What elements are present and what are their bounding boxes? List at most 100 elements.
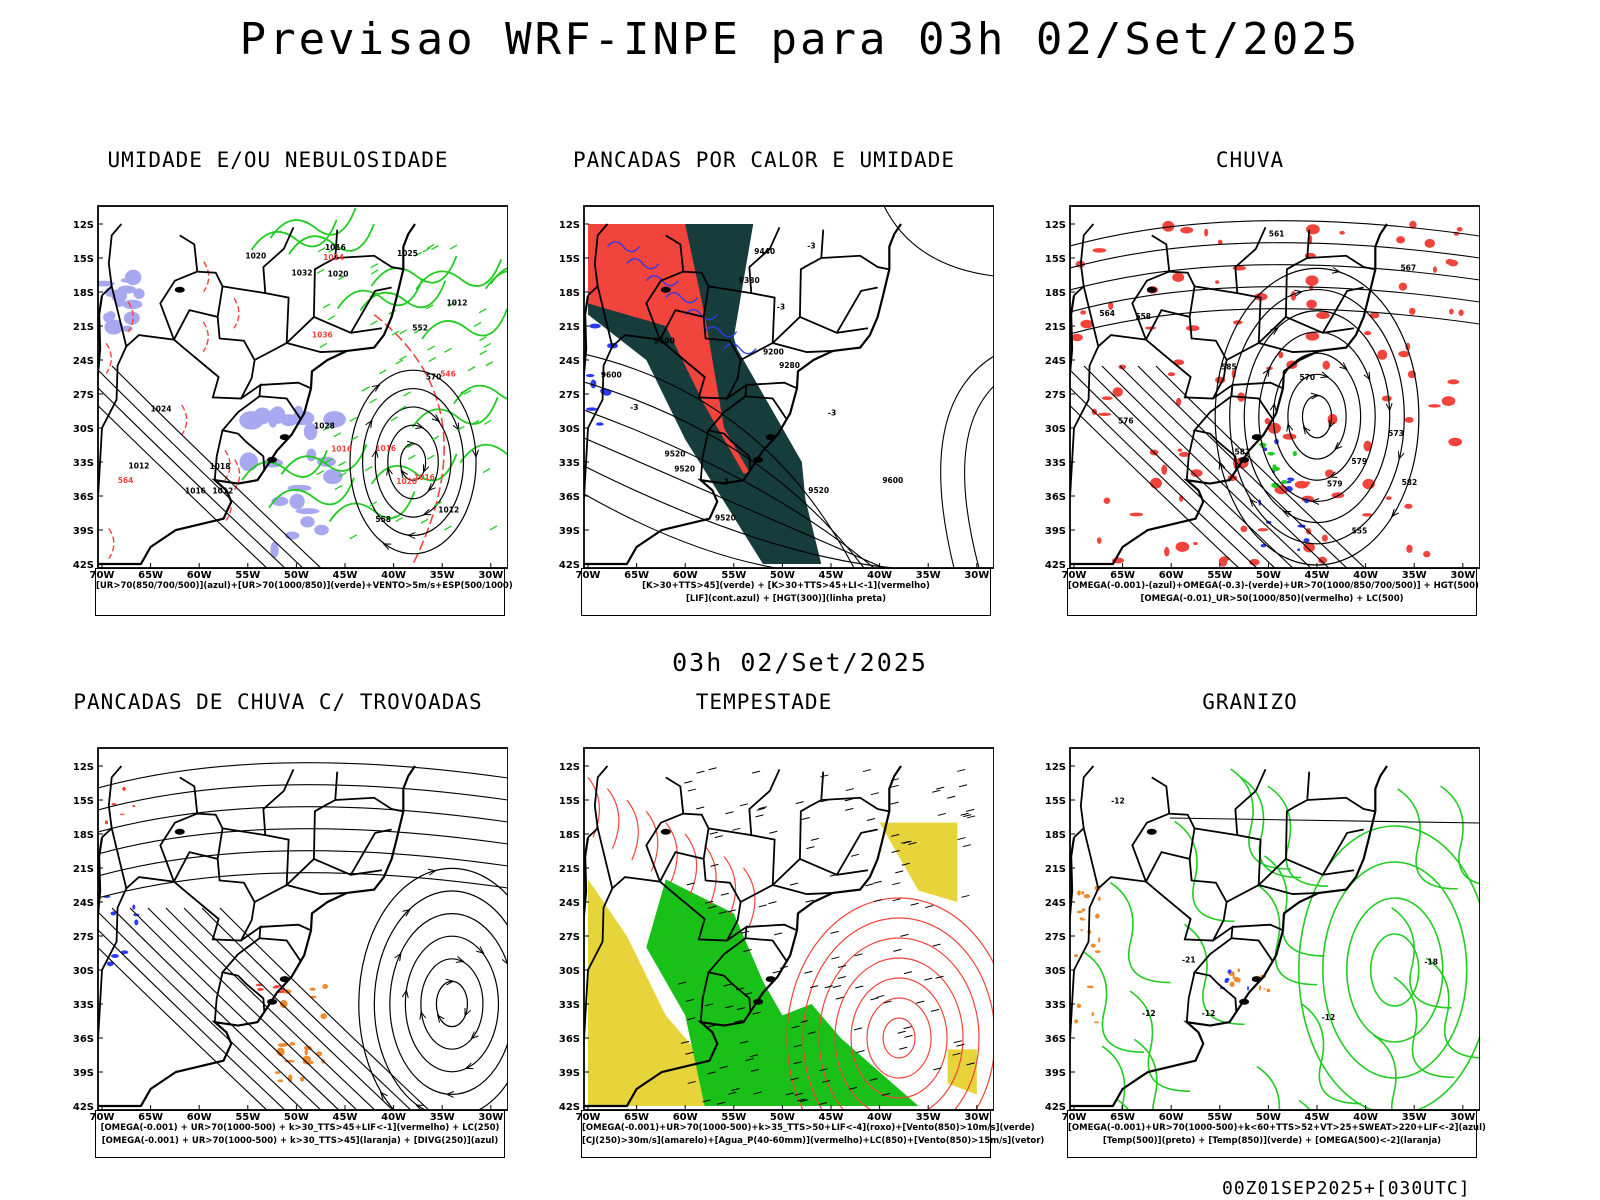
rain-area [1305,332,1320,341]
border-line [659,858,742,942]
wind-vector [835,996,844,1000]
legend-line: [UR>70(850/700/500)](azul)+[UR>70(1000/8… [96,581,513,591]
wind-vector [769,830,778,834]
wind-vector [704,1003,714,1007]
wind-vector [791,1025,800,1029]
wind-vector [876,994,885,998]
wind-vector [333,432,342,438]
rain-area [1404,416,1414,423]
border-line [1285,316,1355,334]
map-layers: -12 -12 -12 -21 -12 -18 [1070,765,1480,1110]
border-line [1073,765,1095,839]
wind-vector [960,812,969,816]
contour-label: 576 [1118,417,1134,426]
wind-vector [413,328,422,334]
wind-vector [758,904,767,908]
streamline-arrow [1294,289,1304,297]
wind-vector [821,1079,831,1083]
wind-vector [772,970,781,974]
wind-vector [820,774,829,778]
contour-label: 1016 [185,487,206,496]
wind-vector [685,1051,694,1055]
wind-vector [447,301,456,307]
wind-vector [685,998,694,1002]
rain-area [1164,546,1170,557]
lat-label: 33S [1045,1000,1066,1011]
wind-vector [390,416,399,422]
streamline-arrow [427,868,437,876]
divergence-area [132,904,136,910]
panel-title: TEMPESTADE [695,690,833,714]
wind-vector [957,768,966,772]
wind-vector [414,251,422,257]
map-frame [1069,747,1480,1111]
rain-area [1448,437,1463,447]
lon-label: 50W [770,1112,795,1123]
omega-area [1090,943,1096,948]
streamline-arrow [1218,460,1226,470]
coastline [584,223,902,566]
streamline-arrow [464,1007,471,1017]
wind-vector [830,930,839,934]
streamline [1214,267,1420,566]
storm-area [277,1079,284,1083]
lat-label: 33S [559,1000,580,1011]
rain-area [1294,480,1309,489]
contour-label: -3 [630,403,638,412]
rain-area [1369,312,1380,319]
divergence-area [120,950,129,955]
wind-vector [892,898,901,902]
humidity-contour [328,491,416,522]
wind-vector [370,320,378,326]
lc-contour [866,997,932,1079]
wind-vector [957,837,966,841]
contour-label: 1024 [151,405,172,414]
humidity-contour [241,449,328,481]
lon-label: 70W [90,570,115,581]
rain-area [1317,556,1328,564]
map-panel: PANCADAS DE CHUVA C/ TROVOADAS 12S 15S 18S 2… [48,690,508,1165]
border-line [659,316,742,400]
lon-label: 50W [1256,1112,1281,1123]
wind-vector [684,780,693,784]
contour-label: 9600 [601,370,622,379]
wind-vector [837,975,846,979]
streamline-arrow [1262,368,1270,377]
contour-label: 564 [1099,309,1115,318]
wind-vector [910,902,919,906]
lake [267,998,278,1005]
humidity-contour [415,259,503,290]
streamline [1101,365,1312,568]
streamline-arrow [1249,498,1258,507]
wind-vector [897,1030,906,1034]
wind-vector [848,1086,858,1090]
lat-label: 42S [559,560,580,571]
omega-area [1285,486,1293,492]
lat-label: 39S [73,526,94,537]
thickness-contour [233,297,240,329]
lon-label: 50W [1256,570,1281,581]
streamline [98,850,508,877]
border-line [222,827,266,837]
lat-label: 21S [559,864,580,875]
wind-vector [958,784,968,788]
border-line [699,972,710,1023]
border-line [708,827,752,837]
contour-label: 1025 [397,249,418,258]
contour-label: -3 [721,478,729,487]
map-layers [98,762,508,1110]
streamline [1258,331,1376,503]
contour-label: 1012 [129,461,150,470]
rain-area [1179,451,1190,457]
wind-vector [756,807,765,811]
wind-vector [793,1061,802,1065]
streamline-arrow [1328,471,1338,478]
rain-area [1080,310,1087,315]
wind-vector [482,468,491,474]
lat-label: 27S [1045,932,1066,943]
border-line [645,812,684,882]
lon-label: 40W [867,1112,892,1123]
border-line [587,765,609,839]
omega-area [1267,451,1275,456]
rain-area [1377,349,1388,360]
